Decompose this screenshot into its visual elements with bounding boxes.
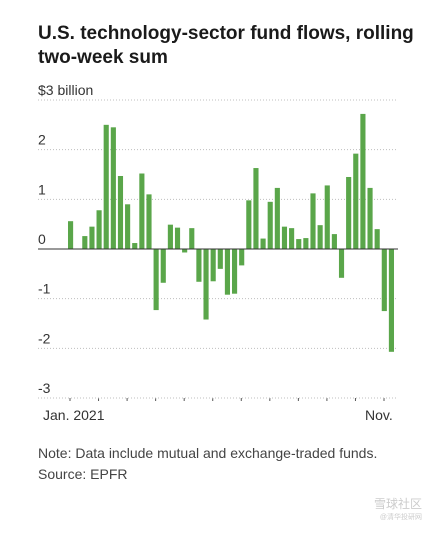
bar	[317, 225, 323, 249]
y-tick-label: -3	[38, 380, 51, 396]
bar	[139, 173, 145, 249]
bar	[346, 176, 352, 249]
watermark-subtext: @清华投研网	[379, 514, 422, 521]
bar	[246, 200, 252, 249]
bar	[324, 185, 330, 249]
bar	[267, 201, 273, 249]
y-tick-label: 0	[38, 231, 46, 247]
bar	[303, 238, 309, 249]
bar	[274, 187, 280, 249]
watermark-text: 雪球社区	[373, 497, 422, 511]
chart-footer: Note: Data include mutual and exchange-t…	[38, 443, 398, 485]
bar	[196, 249, 202, 282]
bar	[253, 168, 259, 249]
bar	[174, 227, 181, 249]
bar	[231, 249, 238, 294]
bar	[160, 249, 166, 283]
bar	[353, 153, 359, 249]
bar	[260, 238, 266, 249]
bar	[203, 249, 209, 320]
bar	[289, 228, 295, 249]
bar	[132, 243, 138, 249]
bar	[331, 234, 337, 249]
bar	[117, 175, 124, 249]
bar	[182, 249, 188, 253]
bar-chart: $3 billion 2 1 0 -1 -2 -3 Jan. 2021 Nov.	[38, 82, 398, 423]
bar	[281, 226, 288, 249]
bar	[374, 229, 380, 249]
x-tick-label-start: Jan. 2021	[43, 407, 105, 423]
chart-title: U.S. technology-sector fund flows, rolli…	[38, 23, 414, 68]
y-tick-label: $3 billion	[38, 82, 93, 98]
bar	[217, 249, 223, 269]
x-tick-label-end: Nov.	[365, 407, 393, 423]
y-tick-label: -1	[38, 281, 51, 297]
bar	[210, 249, 216, 282]
bar	[96, 210, 102, 249]
bar	[146, 194, 152, 249]
bar	[82, 236, 88, 249]
bar	[367, 187, 373, 249]
y-tick-label: -2	[38, 330, 51, 346]
watermark: 雪球社区 @清华投研网	[374, 498, 422, 524]
bar	[338, 249, 345, 278]
y-tick-label: 1	[38, 181, 46, 197]
bar	[103, 124, 109, 249]
y-tick-label: 2	[38, 132, 46, 148]
bar	[125, 204, 131, 249]
bar	[296, 239, 302, 249]
footnote: Note: Data include mutual and exchange-t…	[38, 445, 378, 461]
bar	[110, 127, 116, 249]
bar	[381, 249, 387, 312]
bar	[153, 249, 159, 311]
bar	[67, 221, 74, 249]
bar	[310, 193, 316, 249]
bar	[224, 249, 231, 295]
bar	[189, 228, 195, 249]
bar	[388, 249, 395, 352]
bar	[360, 113, 366, 249]
bar	[167, 224, 173, 249]
bar	[89, 226, 95, 249]
source-note: Source: EPFR	[38, 466, 128, 482]
bar	[239, 249, 245, 266]
